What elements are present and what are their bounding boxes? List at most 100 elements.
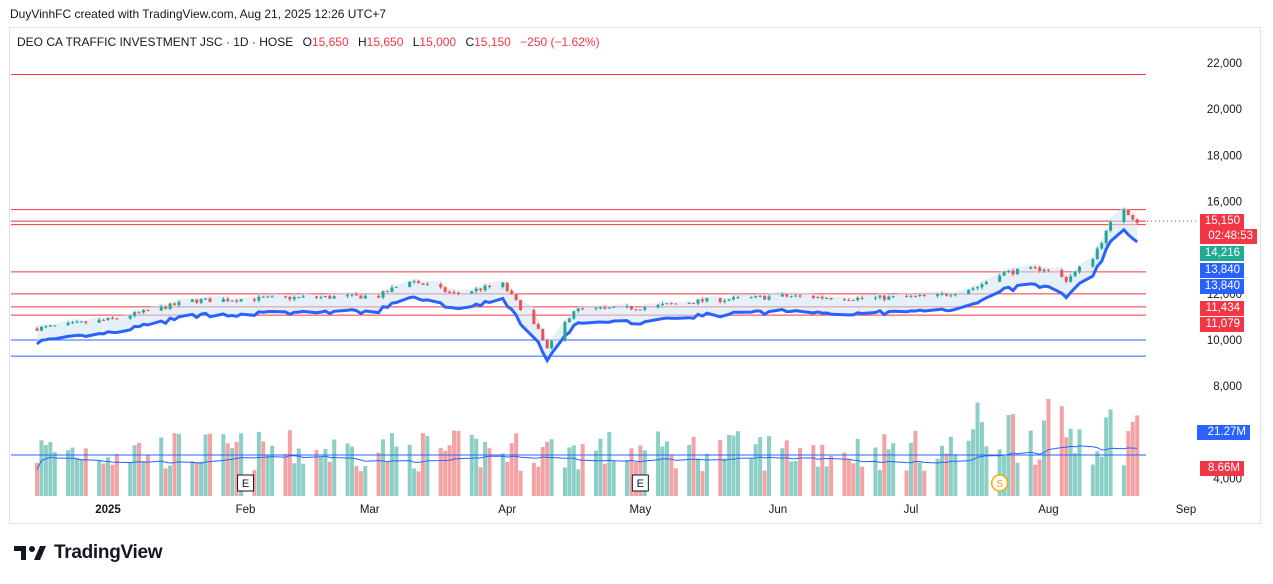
volume-bar <box>696 458 701 496</box>
volume-bar <box>766 436 771 496</box>
candle-body <box>749 296 753 298</box>
candle-body <box>408 281 412 287</box>
time-tick-label: Apr <box>498 504 516 516</box>
high-label: H <box>358 35 367 49</box>
candle-body <box>173 303 177 306</box>
volume-bar <box>625 460 630 496</box>
volume-bar <box>239 433 244 496</box>
candle-body <box>1100 243 1104 249</box>
candle-body <box>133 312 137 316</box>
volume-bar <box>412 468 417 496</box>
volume-bar <box>1068 428 1073 496</box>
candle-body <box>882 295 886 300</box>
volume-bar <box>221 434 226 496</box>
volume-bar <box>323 449 328 496</box>
candle-body <box>687 302 691 304</box>
candle-body <box>842 299 846 301</box>
volume-bar <box>425 436 430 496</box>
volume-bar <box>106 457 110 496</box>
level-badge-11434: 11,434 <box>1200 301 1244 316</box>
volume-bar <box>385 462 390 496</box>
volume-bar <box>70 447 75 496</box>
candle-body <box>421 283 425 285</box>
volume-ma-line <box>36 445 1138 470</box>
close-label: C <box>465 35 475 49</box>
volume-bar <box>877 470 882 496</box>
candle-body <box>643 307 647 310</box>
candle-body <box>851 300 855 302</box>
candle-body <box>115 318 119 320</box>
low-value: 15,000 <box>419 35 457 49</box>
volume-bar <box>789 461 794 496</box>
time-tick-label: Jun <box>769 504 788 516</box>
candle-body <box>674 303 678 305</box>
volume-bar <box>642 450 647 496</box>
candle-body <box>1104 230 1108 244</box>
candle-body <box>567 318 571 323</box>
volume-bar <box>855 438 860 496</box>
volume-bar <box>922 470 927 496</box>
volume-bar <box>1090 464 1095 496</box>
candle-body <box>732 297 736 300</box>
time-tick-label: Sep <box>1176 504 1196 516</box>
candle-body <box>1109 222 1113 231</box>
volume-bar <box>443 451 448 496</box>
candle-body <box>501 282 505 287</box>
candle-body <box>239 299 243 302</box>
volume-bar <box>673 468 678 496</box>
candle-body <box>794 295 798 297</box>
candle-body <box>723 300 727 303</box>
candle-body <box>661 303 665 305</box>
volume-bar <box>314 449 319 496</box>
candle-body <box>106 317 110 321</box>
candle-body <box>350 294 354 296</box>
earnings-icon <box>237 474 255 492</box>
volume-bar <box>997 449 1002 496</box>
candle-body <box>519 300 523 311</box>
candle-body <box>905 296 909 298</box>
volume-bar <box>256 431 261 496</box>
volume-bar <box>168 465 173 496</box>
candle-body <box>1064 277 1068 282</box>
volume-bar <box>549 439 554 496</box>
candle-body <box>594 307 598 309</box>
volume-bar <box>873 447 878 496</box>
candle-body <box>816 296 820 298</box>
volume-bar <box>851 463 856 496</box>
volume-bar <box>420 433 425 496</box>
candle-body <box>452 292 456 294</box>
candle-body <box>417 281 421 284</box>
candle-body <box>1038 267 1042 271</box>
countdown-badge: 02:48:53 <box>1200 229 1257 244</box>
volume-bar <box>474 438 479 496</box>
volume-bar <box>598 438 603 496</box>
event-marker-label: S <box>996 479 1003 490</box>
volume-bar <box>846 458 851 496</box>
candle-body <box>323 295 327 297</box>
candle-body <box>798 295 802 297</box>
candle-body <box>483 285 487 291</box>
volume-bar <box>199 461 204 496</box>
volume-bar <box>917 462 922 496</box>
volume-bar <box>514 433 519 496</box>
candle-body <box>789 296 793 298</box>
candle-body <box>439 284 443 288</box>
time-tick-label: 2025 <box>95 504 121 516</box>
candle-body <box>363 295 367 299</box>
candle-body <box>257 296 261 301</box>
candle-body <box>727 299 731 301</box>
candle-body <box>1091 258 1095 267</box>
candle-body <box>1029 267 1033 269</box>
volume-bar <box>345 443 350 496</box>
tradingview-logo[interactable]: TradingView <box>12 542 163 564</box>
volume-bar <box>349 446 354 496</box>
candle-body <box>39 326 43 331</box>
volume-bar <box>137 442 142 496</box>
volume-bar <box>483 442 488 496</box>
candle-body <box>270 296 274 298</box>
candle-body <box>949 295 953 297</box>
candle-body <box>510 290 514 295</box>
candle-body <box>221 299 225 303</box>
volume-bar <box>39 440 44 496</box>
